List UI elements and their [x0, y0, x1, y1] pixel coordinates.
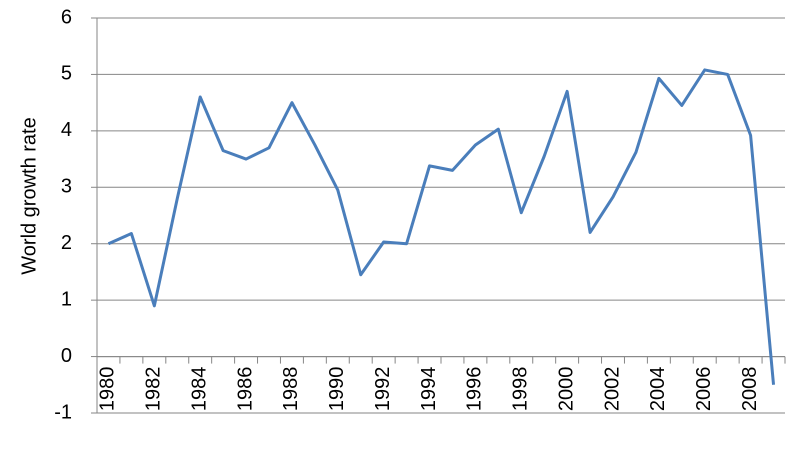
x-tick-label: 1980 [97, 367, 119, 412]
x-tick-label: 1992 [372, 367, 394, 412]
data-line [107, 68, 776, 385]
y-tick-label: -1 [54, 401, 72, 423]
y-tick-label: 4 [61, 119, 72, 141]
x-tick-label: 1994 [418, 367, 440, 412]
x-tick-label: 1996 [464, 367, 486, 412]
y-axis-label: World growth rate [18, 117, 40, 274]
x-tick-label: 1982 [143, 367, 165, 412]
y-tick-label: 0 [61, 345, 72, 367]
x-tick-label: 1986 [234, 367, 256, 412]
y-tick-label: 6 [61, 6, 72, 28]
x-tick-label: 2008 [739, 367, 761, 412]
x-tick-label: 2006 [693, 367, 715, 412]
x-tick-label: 2004 [647, 367, 669, 412]
x-tick-label: 1998 [510, 367, 532, 412]
x-tick-label: 2000 [555, 367, 577, 412]
x-tick-label: 2002 [601, 367, 623, 412]
y-tick-label: 3 [61, 176, 72, 198]
x-tick-label: 1984 [188, 367, 210, 412]
x-tick-label: 1990 [326, 367, 348, 412]
y-tick-label: 1 [61, 288, 72, 310]
y-tick-label: 5 [61, 63, 72, 85]
x-tick-label: 1988 [280, 367, 302, 412]
y-tick-label: 2 [61, 232, 72, 254]
